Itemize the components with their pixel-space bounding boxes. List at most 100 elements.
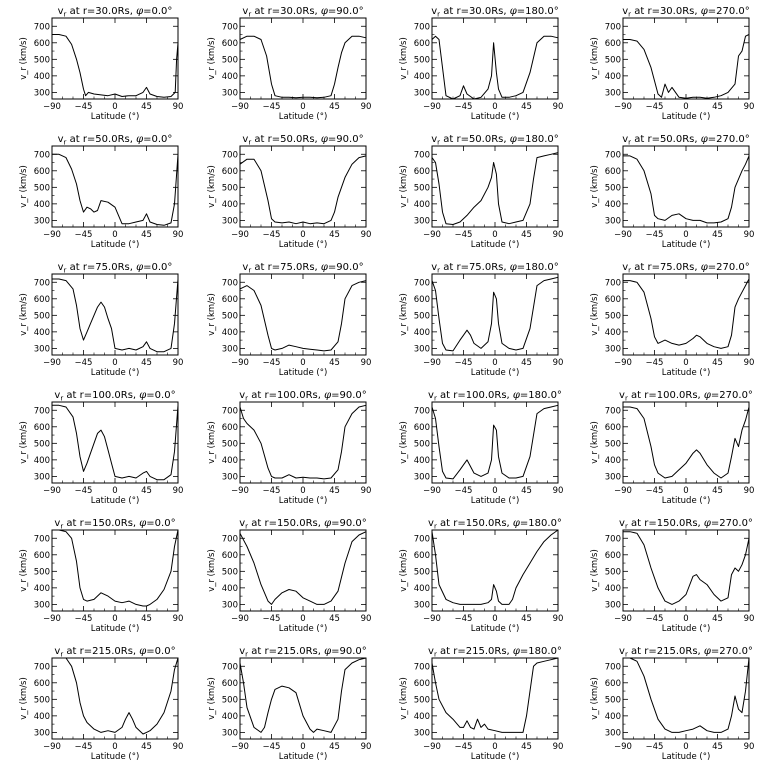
title-phi: φ: [701, 262, 708, 273]
y-tick-label: 300: [34, 728, 50, 738]
title-phi: φ: [139, 518, 146, 529]
y-tick-label: 400: [34, 328, 50, 338]
title-angle: =270.0°: [711, 646, 753, 657]
title-angle: =0.0°: [143, 134, 172, 145]
x-tick-label: 0: [683, 486, 688, 496]
x-tick-label: −90: [231, 358, 249, 368]
series-line: [52, 404, 179, 481]
x-tick-label: 45: [329, 358, 340, 368]
plot-frame: [622, 401, 750, 484]
x-tick-label: 0: [492, 486, 497, 496]
y-tick-label: 600: [414, 295, 430, 305]
title-v: v: [239, 390, 245, 401]
y-tick-label: 600: [222, 679, 238, 689]
y-tick-label: 400: [34, 584, 50, 594]
x-tick-label: −45: [455, 742, 473, 752]
plot-frame: [51, 657, 179, 740]
title-radius: at r=75.0Rs,: [251, 262, 321, 273]
title-angle: =90.0°: [328, 262, 364, 273]
x-tick-label: 45: [521, 358, 532, 368]
x-axis-label: Latitude (°): [471, 368, 520, 378]
title-phi: φ: [321, 262, 328, 273]
x-tick-label: 90: [744, 486, 755, 496]
x-tick-label: −90: [614, 742, 632, 752]
title-radius: at r=150.0Rs,: [63, 518, 139, 529]
title-v: v: [428, 390, 434, 401]
chart-title: vr at r=215.0Rs, φ=90.0°: [239, 646, 367, 659]
chart-title: vr at r=50.0Rs, φ=180.0°: [431, 134, 559, 147]
title-subscript: r: [434, 523, 437, 531]
chart-panel: vr at r=215.0Rs, φ=270.0° −90 −45 0 45 90 300 4…: [590, 646, 754, 762]
x-axis-label: Latitude (°): [662, 752, 711, 762]
y-tick-label: 500: [414, 55, 430, 65]
x-tick-label: −45: [263, 102, 281, 112]
y-tick-label: 300: [222, 216, 238, 226]
chart-title: vr at r=150.0Rs, φ=180.0°: [428, 518, 562, 531]
x-tick-label: −90: [43, 358, 61, 368]
y-tick-label: 500: [34, 695, 50, 705]
y-tick-label: 400: [605, 328, 621, 338]
x-tick-label: 90: [553, 358, 564, 368]
x-tick-label: 90: [553, 102, 564, 112]
x-axis-label: Latitude (°): [91, 496, 140, 506]
title-v: v: [58, 262, 64, 273]
chart-panel: vr at r=50.0Rs, φ=270.0° −90 −45 0 45 90 300 40…: [590, 134, 754, 250]
plot-frame: [239, 401, 367, 484]
y-tick-label: 600: [222, 423, 238, 433]
y-tick-label: 700: [605, 406, 621, 416]
y-axis-label: v_r (km/s): [590, 677, 600, 720]
x-tick-label: 0: [683, 230, 688, 240]
title-subscript: r: [628, 11, 631, 19]
y-tick-label: 600: [34, 551, 50, 561]
x-tick-label: −45: [263, 614, 281, 624]
x-tick-label: 90: [173, 486, 184, 496]
chart-panel: vr at r=100.0Rs, φ=270.0° −90 −45 0 45 90 300 4…: [590, 390, 754, 506]
title-v: v: [242, 262, 248, 273]
title-v: v: [622, 262, 628, 273]
x-axis-label: Latitude (°): [91, 112, 140, 122]
y-tick-label: 300: [605, 600, 621, 610]
chart-title: vr at r=30.0Rs, φ=90.0°: [242, 6, 363, 19]
y-tick-label: 700: [222, 534, 238, 544]
title-angle: =90.0°: [328, 6, 364, 17]
y-axis-label: v_r (km/s): [399, 293, 409, 336]
y-tick-label: 500: [222, 695, 238, 705]
x-tick-label: 45: [141, 358, 152, 368]
title-angle: =180.0°: [517, 134, 559, 145]
y-tick-label: 700: [605, 150, 621, 160]
title-subscript: r: [60, 523, 63, 531]
y-tick-label: 700: [34, 406, 50, 416]
title-v: v: [619, 518, 625, 529]
title-radius: at r=30.0Rs,: [66, 6, 136, 17]
y-tick-label: 300: [414, 344, 430, 354]
x-axis-label: Latitude (°): [279, 624, 328, 634]
y-tick-label: 700: [605, 534, 621, 544]
x-tick-label: −90: [614, 230, 632, 240]
x-tick-label: 0: [300, 742, 305, 752]
y-tick-label: 400: [605, 200, 621, 210]
y-tick-label: 600: [605, 167, 621, 177]
series-line: [623, 657, 750, 733]
x-tick-label: −90: [231, 102, 249, 112]
y-tick-label: 700: [222, 278, 238, 288]
x-tick-label: 45: [712, 614, 723, 624]
series-line: [52, 657, 179, 735]
title-subscript: r: [64, 11, 67, 19]
title-radius: at r=150.0Rs,: [628, 518, 704, 529]
series-line: [239, 35, 367, 99]
x-axis-label: Latitude (°): [471, 752, 520, 762]
y-tick-label: 300: [605, 88, 621, 98]
y-tick-label: 500: [414, 567, 430, 577]
x-tick-label: 0: [112, 358, 117, 368]
title-angle: =270.0°: [711, 390, 753, 401]
y-tick-label: 600: [34, 423, 50, 433]
x-tick-label: 0: [300, 486, 305, 496]
title-radius: at r=100.0Rs,: [63, 390, 139, 401]
title-phi: φ: [704, 646, 711, 657]
title-phi: φ: [321, 134, 328, 145]
x-tick-label: 0: [492, 358, 497, 368]
y-tick-label: 500: [34, 311, 50, 321]
x-tick-label: −90: [231, 614, 249, 624]
series-line: [239, 657, 367, 733]
y-tick-label: 300: [605, 728, 621, 738]
